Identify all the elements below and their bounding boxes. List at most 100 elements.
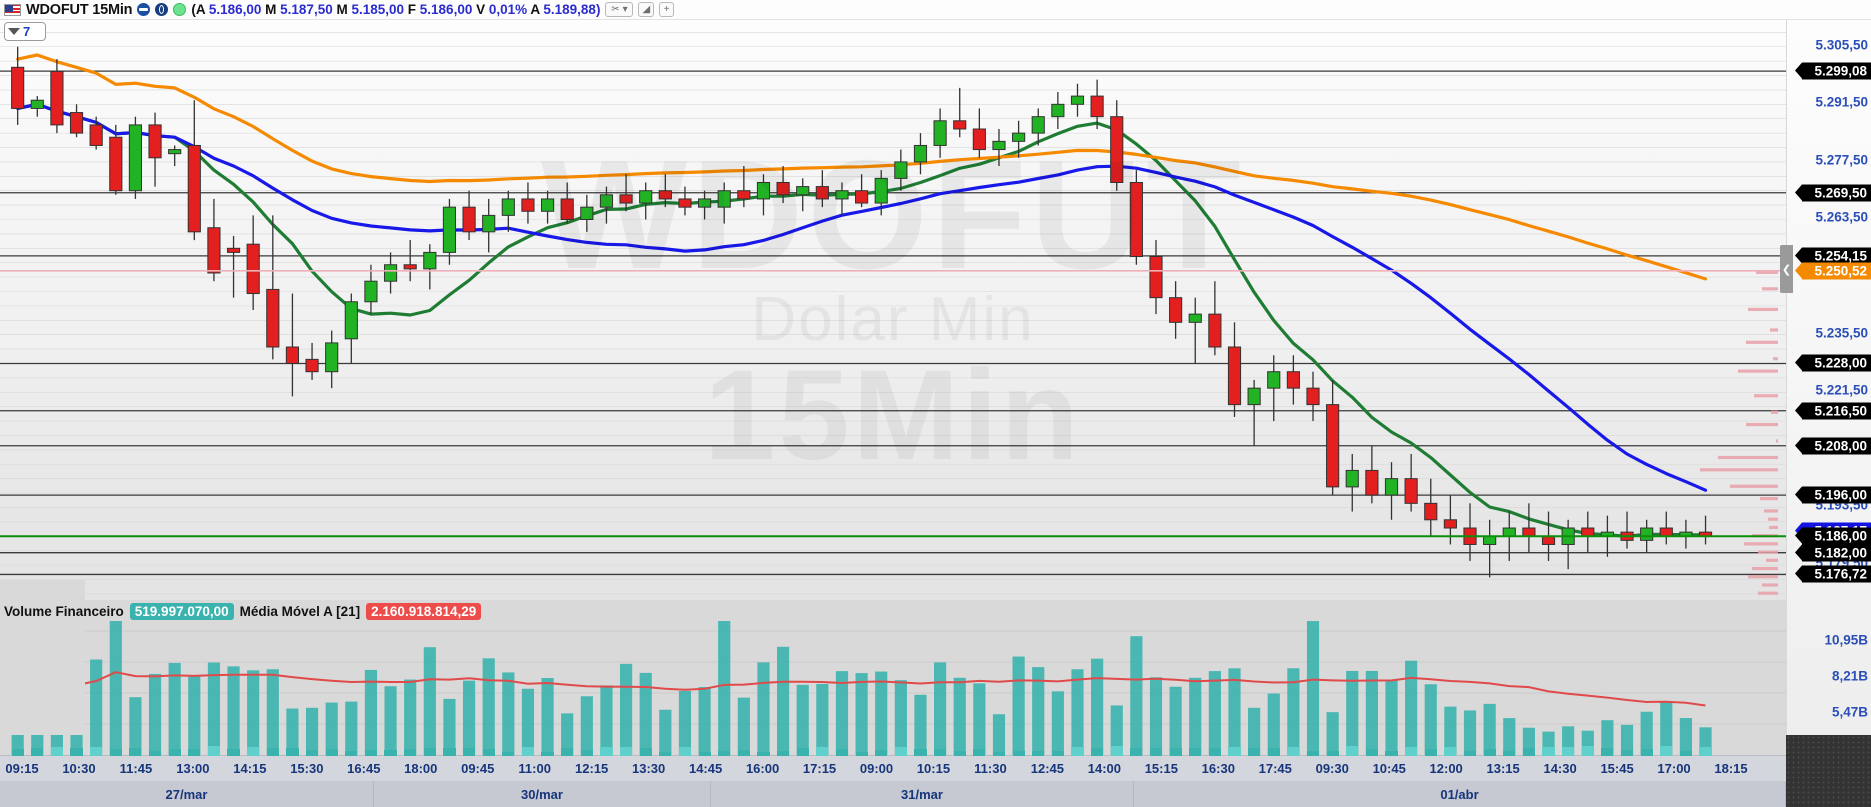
chevron-down-icon — [8, 28, 20, 35]
price-axis-tick: 5.235,50 — [1815, 325, 1868, 341]
time-axis-tick: 18:15 — [1714, 761, 1748, 776]
price-axis-tick: 5.277,50 — [1815, 152, 1868, 168]
time-axis-tick: 12:45 — [1030, 761, 1065, 776]
price-tag-value: 5.250,52 — [1814, 263, 1867, 279]
ohlc-value: 5.186,00 — [419, 2, 473, 17]
price-axis-tag[interactable]: 5.208,00 — [1795, 437, 1871, 455]
ohlc-label: V — [472, 2, 489, 17]
tools-dropdown[interactable]: ✂ ▾ — [605, 2, 634, 17]
cursor-dropdown[interactable]: ◢ — [638, 2, 655, 17]
price-axis-tag[interactable]: 5.196,00 — [1795, 486, 1871, 504]
time-axis-tick: 11:00 — [518, 761, 551, 776]
volume-chart-svg — [0, 617, 1786, 755]
price-axis-tick: 5.221,50 — [1815, 382, 1868, 398]
time-axis-tick: 09:45 — [461, 761, 495, 776]
cursor-arrow-icon: ◢ — [642, 4, 651, 15]
status-ok-badge-icon — [173, 3, 187, 16]
bid-ask-badge-icon[interactable] — [137, 3, 151, 16]
volume-indicator-legend: Volume Financeiro 519.997.070,00 Média M… — [4, 603, 482, 620]
volume-ma-label: Média Móvel A [21] — [239, 604, 361, 619]
pane-collapse-handle[interactable]: ❮ — [1780, 245, 1793, 293]
price-axis-tag[interactable]: 5.254,15 — [1795, 247, 1871, 265]
time-axis-tick: 11:45 — [119, 761, 153, 776]
volume-ma-value: 2.160.918.814,29 — [366, 603, 482, 620]
price-axis-tag[interactable]: 5.186,00 — [1795, 527, 1871, 545]
price-axis-tick: 5.263,50 — [1815, 209, 1868, 225]
ohlc-label: M — [332, 2, 352, 17]
price-axis-tag[interactable]: 5.216,50 — [1795, 402, 1871, 420]
ohlc-label: M — [261, 2, 281, 17]
time-axis-tick: 14:45 — [688, 761, 723, 776]
ohlc-value: 5.187,50 — [280, 2, 333, 17]
date-axis[interactable]: 27/mar 30/mar 31/mar 01/abr — [0, 781, 1786, 807]
ohlc-label: F — [404, 2, 420, 17]
bars-count-dropdown[interactable]: 7 — [4, 22, 46, 41]
time-axis-tick: 14:30 — [1543, 761, 1577, 776]
time-axis-volume-strip — [0, 746, 1786, 756]
price-axis-tag[interactable]: 5.182,00 — [1795, 544, 1871, 562]
price-tag-value: 5.228,00 — [1814, 355, 1867, 371]
volume-axis-background — [0, 580, 85, 735]
chevron-down-icon: ▾ — [622, 4, 628, 15]
volume-chart-pane[interactable] — [0, 600, 1786, 755]
symbol-title: WDOFUT 15Min — [26, 1, 133, 18]
price-tag-value: 5.269,50 — [1814, 185, 1867, 201]
time-axis-tick: 13:00 — [176, 761, 210, 776]
ohlc-value: 5.189,88) — [543, 2, 601, 17]
axis-corner — [1786, 755, 1871, 807]
price-axis-tick: 5.305,50 — [1815, 37, 1868, 53]
time-axis-tick: 10:15 — [916, 761, 951, 776]
price-axis-tag[interactable]: 5.250,52 — [1795, 262, 1871, 280]
axis-corner-upper — [1786, 735, 1871, 755]
scissors-icon: ✂ — [611, 4, 620, 15]
plus-icon: + — [663, 4, 670, 15]
ohlc-label: A — [527, 2, 544, 17]
time-axis-tick: 09:00 — [859, 761, 894, 776]
ohlc-value: 5.185,00 — [351, 2, 405, 17]
price-axis-tag[interactable]: 5.269,50 — [1795, 184, 1871, 202]
date-axis-segment[interactable]: 01/abr — [1134, 781, 1786, 807]
date-axis-segment[interactable]: 30/mar — [374, 781, 711, 807]
time-axis-tick: 17:00 — [1657, 761, 1691, 776]
price-axis-tag[interactable]: 5.228,00 — [1795, 354, 1871, 372]
price-tag-value: 5.254,15 — [1814, 248, 1867, 264]
time-axis-tick: 12:00 — [1429, 761, 1463, 776]
volume-axis-tick: 8,21B — [1831, 668, 1868, 684]
ohlc-value: 5.186,00 — [208, 2, 262, 17]
price-tag-value: 5.216,50 — [1814, 403, 1867, 419]
price-tag-value: 5.299,08 — [1814, 63, 1867, 79]
time-axis-tick: 10:45 — [1372, 761, 1406, 776]
ohlc-readout: (A 5.186,00 M 5.187,50 M 5.185,00 F 5.18… — [191, 2, 601, 17]
time-axis-tick: 15:15 — [1144, 761, 1178, 776]
price-axis-tick: 5.291,50 — [1815, 94, 1868, 110]
price-tag-value: 5.196,00 — [1814, 487, 1867, 503]
date-axis-segment[interactable]: 27/mar — [0, 781, 374, 807]
time-axis-tick: 15:45 — [1600, 761, 1634, 776]
time-axis[interactable]: 09:15 10:30 11:45 13:00 14:15 15:30 16:45 18:00… — [0, 746, 1786, 782]
price-tag-value: 5.186,00 — [1814, 528, 1867, 544]
price-tag-value: 5.176,72 — [1814, 566, 1867, 582]
date-axis-segment[interactable]: 31/mar — [711, 781, 1134, 807]
bars-count-value: 7 — [23, 24, 31, 39]
add-indicator-button[interactable]: + — [659, 2, 675, 17]
price-axis-tag[interactable]: 5.299,08 — [1795, 62, 1871, 80]
order-badge-icon[interactable] — [155, 3, 169, 16]
time-axis-tick: 13:15 — [1486, 761, 1520, 776]
time-axis-tick: 09:15 — [5, 761, 39, 776]
price-axis[interactable]: 5.305,50 5.291,50 5.277,50 5.263,50 5.235,50… — [1786, 20, 1871, 755]
brazil-flag-icon — [4, 3, 21, 16]
price-axis-tag[interactable]: 5.176,72 — [1795, 565, 1871, 583]
time-axis-tick: 12:15 — [575, 761, 609, 776]
price-tag-value: 5.182,00 — [1814, 545, 1867, 561]
price-chart-pane[interactable]: WDOFUT Dolar Min 15Min 7 — [0, 20, 1786, 600]
time-axis-tick: 13:30 — [632, 761, 666, 776]
time-axis-tick: 16:30 — [1201, 761, 1235, 776]
time-axis-tick: 18:00 — [404, 761, 438, 776]
ohlc-value: 0,01% — [488, 2, 528, 17]
time-axis-tick: 15:30 — [290, 761, 324, 776]
time-axis-tick: 14:00 — [1087, 761, 1121, 776]
time-axis-tick: 16:00 — [745, 761, 780, 776]
time-axis-tick: 14:15 — [233, 761, 267, 776]
time-axis-tick: 09:30 — [1315, 761, 1349, 776]
